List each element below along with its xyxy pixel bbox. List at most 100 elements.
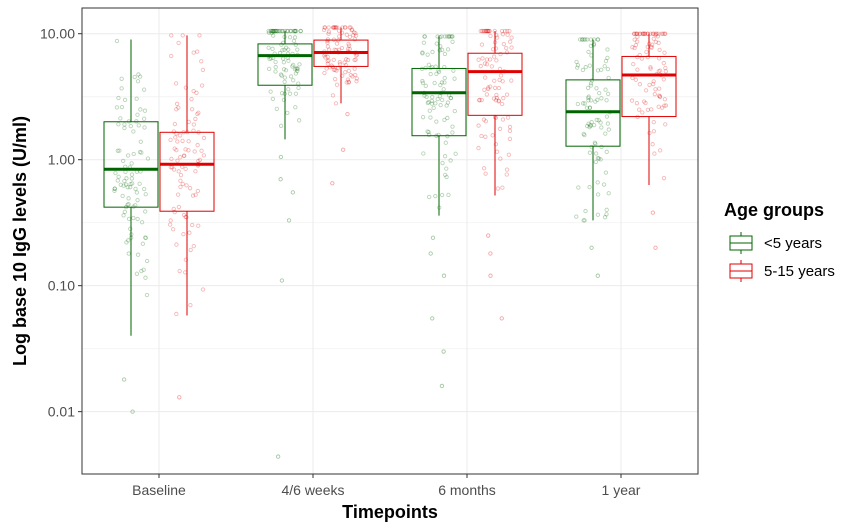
jitter-point (122, 125, 127, 131)
jitter-point (178, 155, 183, 160)
jitter-point (325, 61, 330, 66)
jitter-point (584, 123, 590, 129)
jitter-point (599, 144, 604, 150)
jitter-point (353, 72, 358, 78)
jitter-point (352, 66, 357, 71)
jitter-point (446, 34, 452, 39)
jitter-point (337, 34, 342, 39)
jitter-point (430, 94, 435, 100)
jitter-point (183, 270, 188, 275)
jitter-point (509, 35, 514, 40)
jitter-point (325, 38, 330, 44)
jitter-point (435, 96, 440, 102)
jitter-point (439, 80, 445, 85)
jitter-point (443, 140, 448, 145)
jitter-point (448, 34, 453, 39)
jitter-point (597, 91, 602, 96)
jitter-point (504, 50, 510, 55)
jitter-point (326, 25, 331, 30)
jitter-point (112, 186, 117, 191)
jitter-point (493, 46, 499, 51)
jitter-point (663, 65, 668, 71)
boxplots (103, 27, 677, 336)
jitter-point (291, 78, 296, 83)
jitter-point (440, 160, 445, 166)
jitter-point (176, 169, 181, 174)
jitter-point (479, 28, 485, 34)
jitter-point (176, 204, 182, 210)
jitter-point (279, 28, 284, 34)
jitter-point (326, 29, 332, 34)
jitter-point (442, 154, 448, 159)
jitter-point (186, 148, 191, 153)
jitter-point (591, 122, 597, 128)
jitter-point (123, 182, 129, 187)
jitter-point (193, 192, 198, 197)
jitter-point (606, 191, 611, 196)
jitter-point (329, 63, 334, 68)
jitter-point (322, 25, 327, 30)
jitter-point (420, 51, 425, 56)
jitter-point (350, 74, 355, 79)
jitter-point (279, 73, 284, 78)
jitter-point (188, 247, 193, 253)
jitter-point (588, 98, 594, 103)
jitter-point (136, 123, 141, 128)
jitter-point (637, 107, 642, 112)
jitter-point (141, 267, 146, 272)
jitter-point (445, 100, 451, 105)
jitter-point (502, 28, 508, 34)
jitter-point (330, 93, 336, 98)
jitter-point (652, 92, 657, 97)
jitter-point (657, 94, 663, 99)
jitter-point (331, 25, 336, 30)
jitter-point (180, 33, 185, 38)
jitter-point (142, 186, 147, 192)
jitter-point (606, 127, 611, 132)
jitter-point (432, 80, 437, 86)
jitter-point (495, 186, 501, 191)
jitter-point (426, 130, 431, 135)
outlier-point (278, 154, 284, 160)
jitter-point (496, 98, 501, 103)
jitter-point (122, 97, 128, 103)
jitter-point (192, 149, 197, 154)
jitter-point (335, 25, 340, 30)
outlier-point (428, 251, 433, 256)
jitter-point (278, 72, 284, 77)
jitter-point (193, 169, 198, 174)
jitter-point (420, 115, 426, 120)
jitter-point (478, 63, 483, 69)
legend-item-under5: <5 years (729, 232, 822, 254)
jitter-point (476, 123, 481, 128)
jitter-point (342, 60, 347, 65)
jitter-point (266, 28, 271, 34)
jitter-point (186, 139, 191, 144)
jitter-point (587, 123, 593, 128)
jitter-point (594, 86, 599, 91)
jitter-point (347, 46, 353, 52)
jitter-point (660, 105, 665, 110)
boxplot-5to15-0 (159, 35, 215, 316)
jitter-point (346, 41, 351, 47)
jitter-point (602, 215, 608, 220)
jitter-point (170, 227, 176, 232)
jitter-point (506, 152, 512, 157)
jitter-point (604, 149, 609, 154)
jitter-point (434, 71, 439, 77)
jitter-point (273, 28, 278, 34)
jitter-point (591, 41, 597, 47)
jitter-point (350, 27, 355, 32)
jitter-point (651, 120, 656, 125)
jitter-point (139, 268, 144, 274)
jitter-point (331, 67, 336, 72)
jitter-point (337, 60, 342, 65)
jitter-point (595, 156, 601, 161)
jitter-point (168, 137, 173, 143)
jitter-point (118, 182, 123, 187)
jitter-point (128, 185, 133, 190)
jitter-point (643, 88, 649, 93)
jitter-point (190, 222, 195, 228)
outlier-point (499, 316, 504, 321)
